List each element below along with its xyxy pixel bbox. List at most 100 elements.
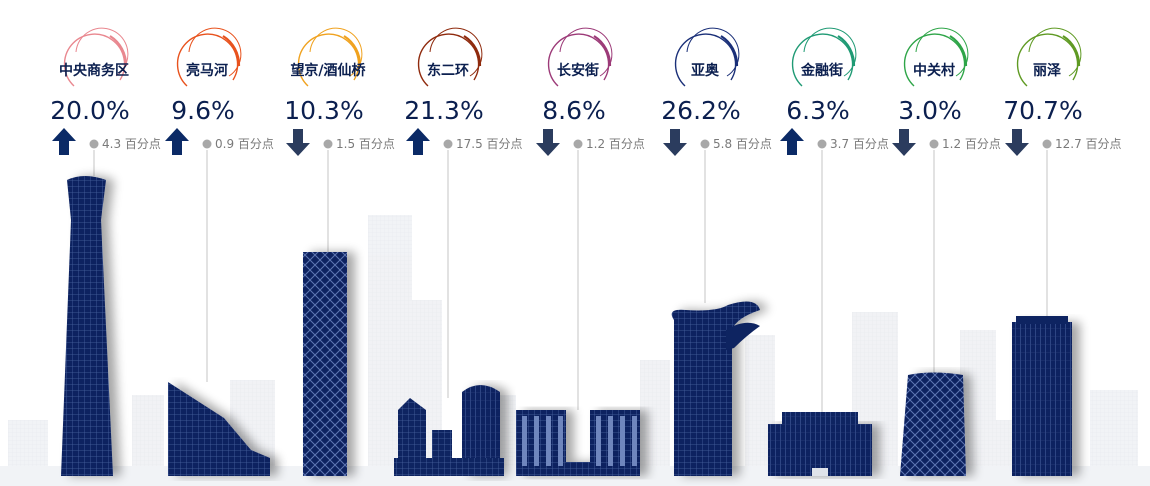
value-label: 6.3% — [786, 96, 850, 125]
change-label: 3.7 百分点 — [830, 137, 889, 151]
ring-icon — [417, 27, 483, 87]
marker-dot — [817, 139, 827, 149]
building-1 — [61, 176, 113, 476]
building-wave — [671, 301, 760, 476]
arrow-down-icon — [1005, 129, 1029, 156]
change-label: 1.2 百分点 — [942, 137, 1001, 151]
change-label: 0.9 百分点 — [215, 137, 274, 151]
building-8 — [900, 372, 966, 476]
change-label: 1.5 百分点 — [336, 137, 395, 151]
ring-arc-accent — [463, 35, 482, 67]
district-label: 长安街 — [557, 63, 599, 79]
building-low-door — [812, 468, 828, 476]
ring-arc-outer — [791, 33, 854, 87]
district-label: 金融街 — [801, 63, 843, 79]
ring-arc-accent — [222, 35, 241, 67]
district-label: 亮马河 — [186, 63, 228, 79]
value-label: 26.2% — [661, 96, 741, 125]
ring-arc-outer — [1016, 33, 1079, 87]
building-low-top — [782, 412, 858, 424]
value-label: 21.3% — [404, 96, 484, 125]
building-tall-crown — [1016, 316, 1068, 324]
change-label: 17.5 百分点 — [456, 137, 523, 151]
district-label: 东二环 — [427, 63, 469, 79]
building-cluster-right — [462, 385, 500, 476]
building-tall — [1012, 322, 1072, 476]
building-4 — [394, 385, 504, 476]
marker-dot — [323, 139, 333, 149]
ring-arc-outer — [547, 33, 610, 87]
arrow-down-icon — [892, 129, 916, 156]
bg-building — [640, 360, 670, 486]
building-9 — [1012, 316, 1072, 476]
gate-window — [522, 416, 527, 466]
building-cctv — [61, 176, 113, 476]
ring-icon — [297, 27, 363, 87]
value-label: 9.6% — [171, 96, 235, 125]
district-label: 中关村 — [913, 63, 955, 79]
ring-arc-outer — [297, 33, 360, 87]
change-label: 5.8 百分点 — [713, 137, 772, 151]
gate-window — [558, 416, 563, 466]
change-label: 12.7 百分点 — [1055, 137, 1122, 151]
ring-arc-accent — [1062, 35, 1081, 67]
building-6 — [671, 301, 760, 476]
ring-arc-outer — [903, 33, 966, 87]
building-2 — [168, 382, 270, 476]
gate-window — [596, 416, 601, 466]
value-label: 20.0% — [50, 96, 130, 125]
building-cluster-base — [394, 458, 504, 476]
ring-arc-accent — [837, 35, 856, 67]
building-cluster-left — [398, 398, 426, 476]
value-label: 3.0% — [898, 96, 962, 125]
building-lattice — [900, 372, 966, 476]
marker-dot — [89, 139, 99, 149]
arrow-up-icon — [780, 128, 804, 155]
gate-window — [620, 416, 625, 466]
gate-window — [546, 416, 551, 466]
change-label: 4.3 百分点 — [102, 137, 161, 151]
arrow-up-icon — [406, 128, 430, 155]
ring-icon — [63, 27, 129, 87]
building-tower — [303, 252, 347, 476]
building-wedge — [168, 382, 270, 476]
background-skyline — [8, 215, 1138, 486]
district-label: 中央商务区 — [59, 63, 129, 79]
marker-dot — [202, 139, 212, 149]
value-label: 10.3% — [284, 96, 364, 125]
marker-dot — [700, 139, 710, 149]
ring-arc-outer — [674, 33, 737, 87]
building-5 — [516, 410, 640, 476]
building-low — [768, 424, 872, 476]
marker-dot — [929, 139, 939, 149]
marker-dot — [1042, 139, 1052, 149]
ring-icon — [1016, 27, 1082, 87]
value-label: 70.7% — [1003, 96, 1083, 125]
arrow-down-icon — [536, 129, 560, 156]
marker-dot — [573, 139, 583, 149]
ring-arc-accent — [343, 35, 362, 67]
building-7 — [768, 412, 872, 476]
arrow-down-icon — [286, 129, 310, 156]
arrow-down-icon — [663, 129, 687, 156]
bg-building — [960, 330, 996, 486]
gate-window — [632, 416, 637, 466]
arrow-up-icon — [165, 128, 189, 155]
district-label: 望京/酒仙桥 — [290, 63, 366, 79]
ring-arc-outer — [176, 33, 239, 87]
ring-arc-accent — [949, 35, 968, 67]
district-label: 亚奥 — [691, 63, 719, 79]
ring-arc-outer — [417, 33, 480, 87]
gate-window — [608, 416, 613, 466]
ring-arc-accent — [720, 35, 739, 67]
ring-icon — [903, 27, 969, 87]
ring-icon — [547, 27, 613, 87]
building-3 — [303, 252, 347, 476]
ring-icon — [791, 27, 857, 87]
marker-dot — [443, 139, 453, 149]
change-label: 1.2 百分点 — [586, 137, 645, 151]
ring-arc-accent — [593, 35, 612, 67]
ring-arc-accent — [109, 35, 128, 67]
arrow-up-icon — [52, 128, 76, 155]
